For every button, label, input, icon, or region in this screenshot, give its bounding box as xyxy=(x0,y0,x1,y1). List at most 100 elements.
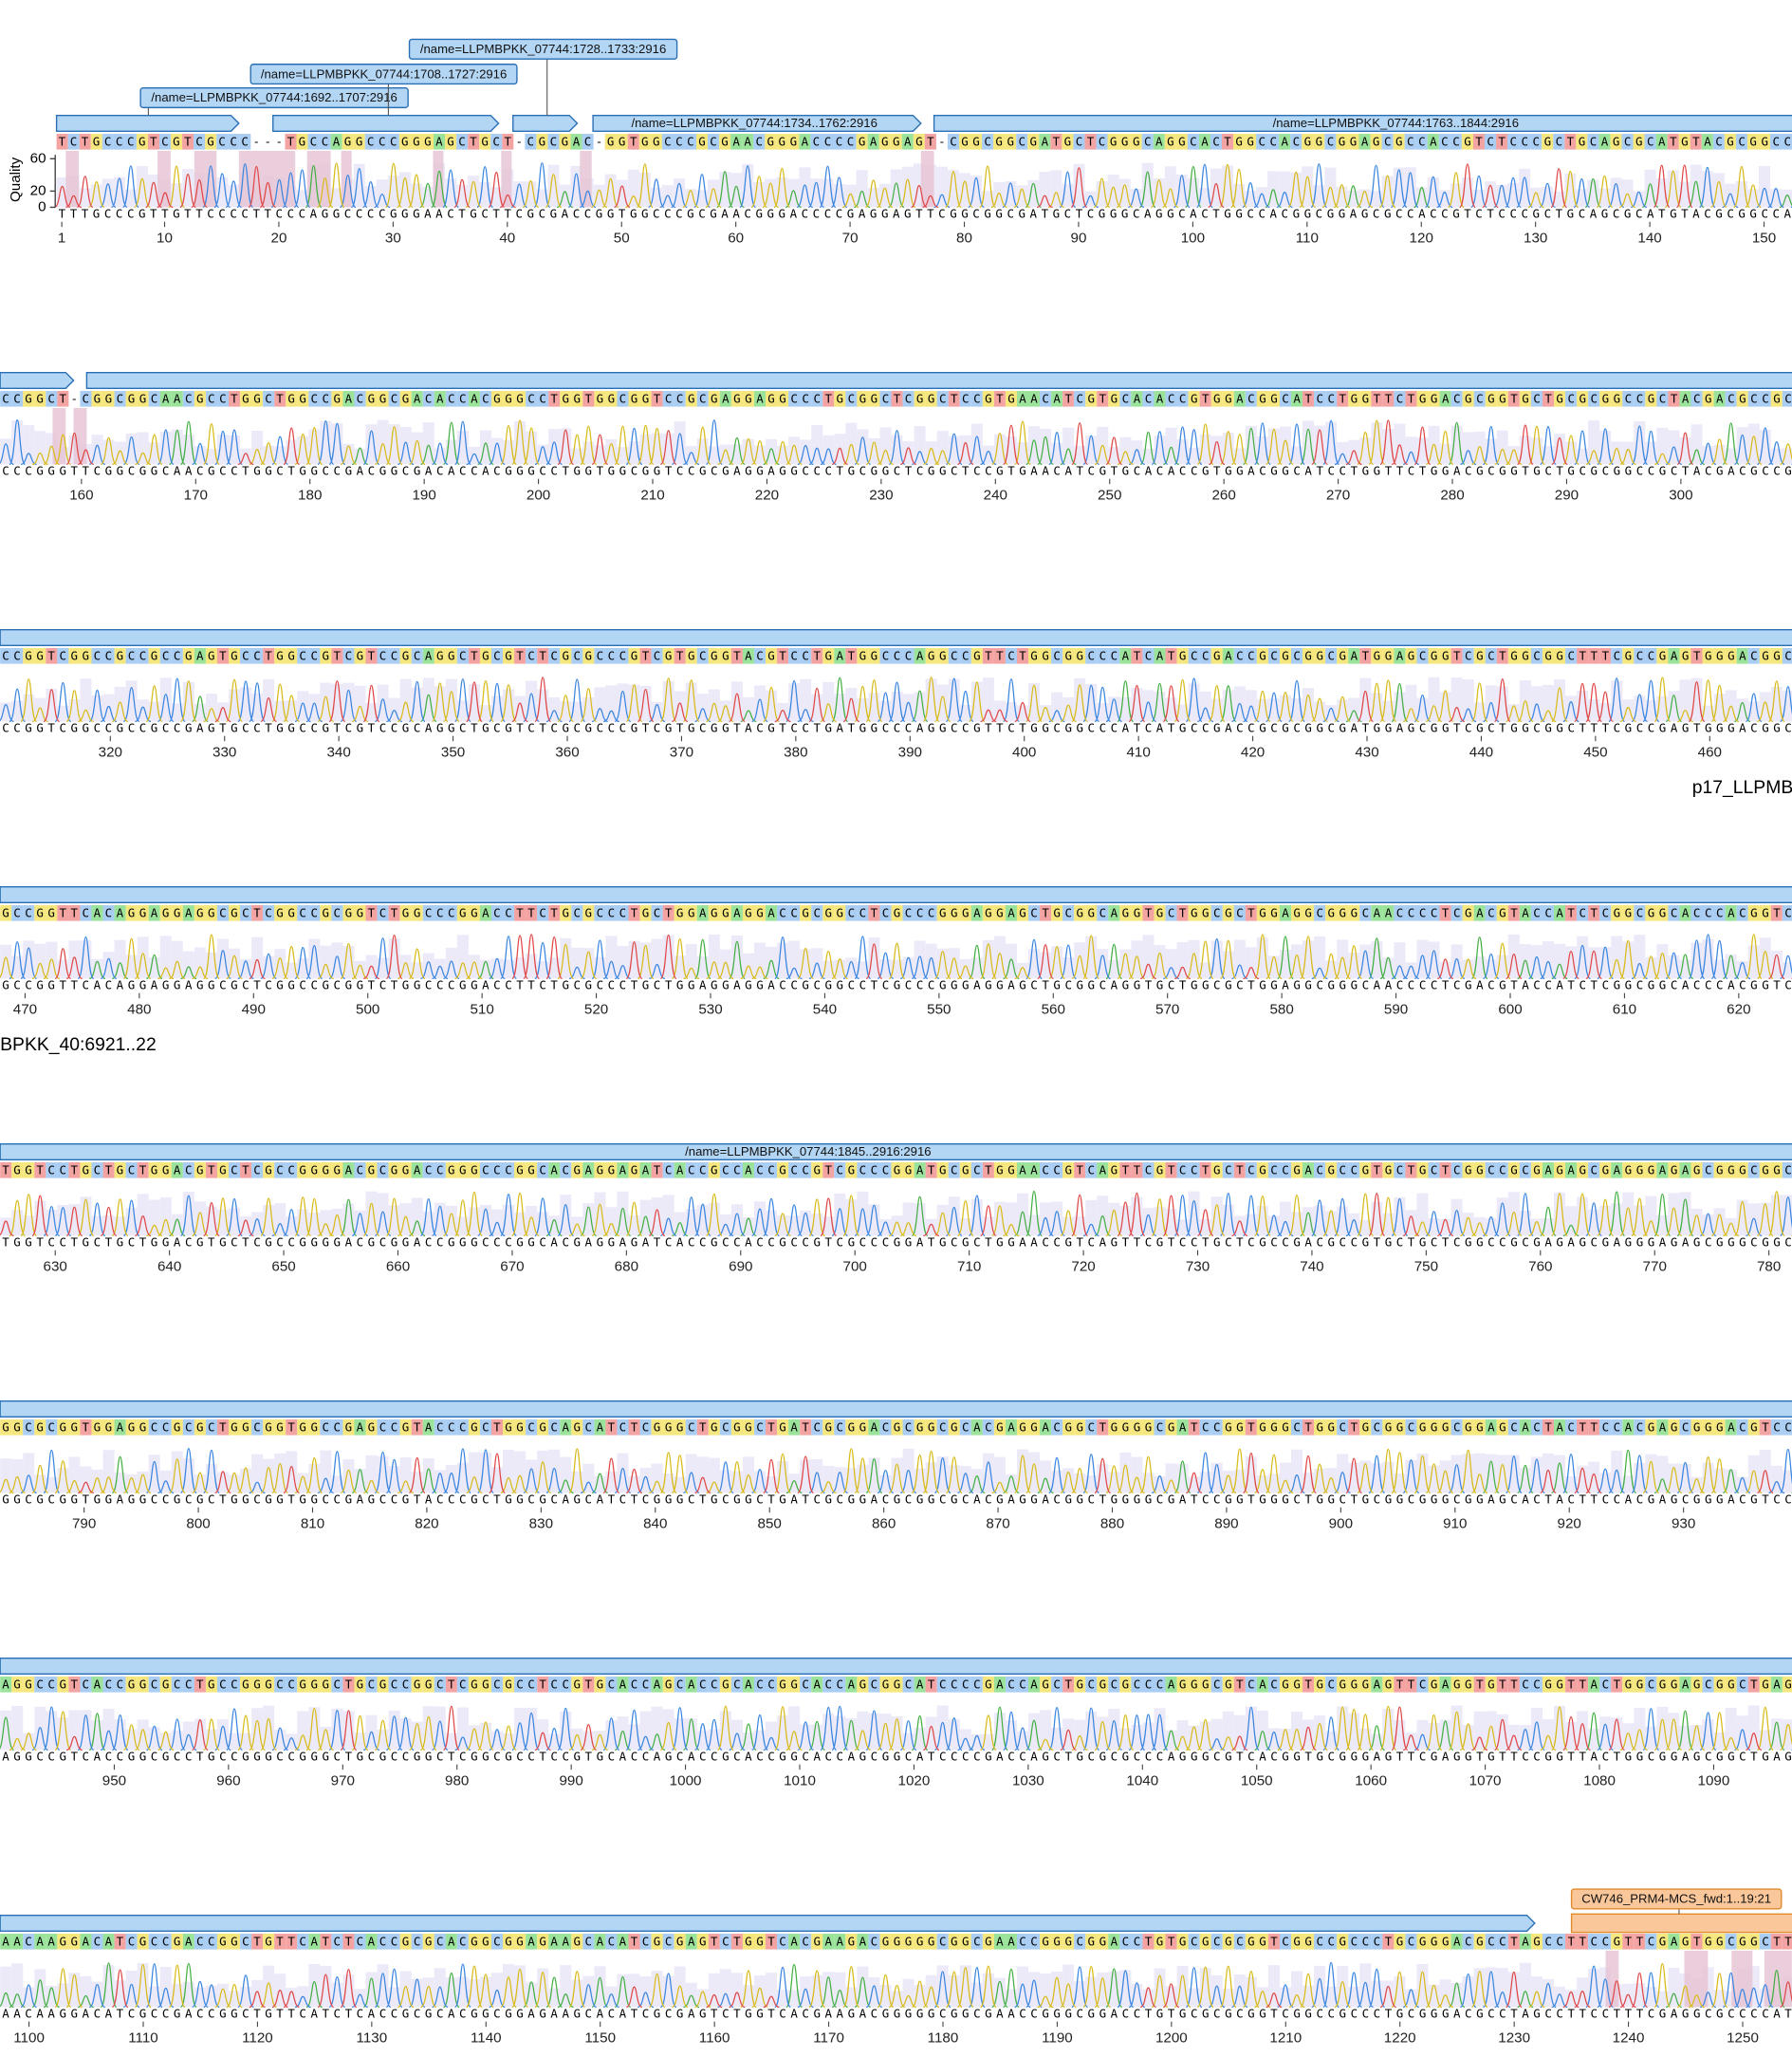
position-label: 950 xyxy=(102,1773,126,1789)
base-cell xyxy=(1188,391,1200,407)
base-cell xyxy=(194,648,206,664)
base-cell xyxy=(730,1162,743,1178)
quality-bar xyxy=(1245,1456,1257,1493)
quality-bar xyxy=(891,435,903,465)
position-label: 150 xyxy=(1752,231,1776,247)
base-cell xyxy=(844,134,857,150)
base-cell xyxy=(959,391,971,407)
base-cell xyxy=(468,1162,480,1178)
base-cell xyxy=(537,391,549,407)
base-cell xyxy=(80,905,92,921)
quality-bar xyxy=(766,1475,778,1493)
base-cell xyxy=(673,134,685,150)
quality-bar xyxy=(1336,186,1348,208)
base-cell xyxy=(1290,905,1303,921)
base-cell xyxy=(1210,1162,1223,1178)
trace xyxy=(192,676,1751,723)
base-cell xyxy=(1040,648,1052,664)
base-cell xyxy=(948,1419,960,1436)
base-cell xyxy=(1371,1162,1383,1178)
quality-bar xyxy=(1782,1195,1792,1236)
quality-bar xyxy=(1028,682,1041,722)
base-cell xyxy=(468,134,480,150)
quality-bar xyxy=(1770,1195,1783,1236)
base-cell xyxy=(102,391,115,407)
base-cell xyxy=(617,391,629,407)
base-cell xyxy=(605,648,618,664)
base-cell xyxy=(286,648,298,664)
quality-bar xyxy=(1702,1214,1714,1236)
quality-bar xyxy=(1634,1205,1646,1236)
quality-bar xyxy=(730,681,743,722)
position-label: 70 xyxy=(842,231,859,247)
quality-bar xyxy=(1314,1205,1326,1236)
quality-bar xyxy=(503,959,515,979)
base-cell xyxy=(1371,391,1383,407)
base-cell xyxy=(1016,134,1028,150)
base-cell xyxy=(125,1419,138,1436)
base-cell xyxy=(1416,905,1429,921)
quality-bar xyxy=(1405,1989,1417,2008)
read-sequence: AACAAGGACATCGCCGACCGGCTGTTCATCTCACCGCGCA… xyxy=(2,2007,1792,2021)
quality-bar xyxy=(23,425,35,465)
base-cell xyxy=(1668,1162,1680,1178)
base-cell xyxy=(1245,905,1257,921)
quality-bar xyxy=(1485,1454,1497,1493)
position-label: 920 xyxy=(1558,1516,1581,1532)
annotation-bar xyxy=(592,114,922,132)
quality-bar xyxy=(1565,1476,1578,1493)
base-cell xyxy=(1176,905,1189,921)
base-cell xyxy=(1245,134,1257,150)
base-cell xyxy=(1759,905,1771,921)
quality-bar xyxy=(331,683,343,722)
base-cell xyxy=(605,1162,618,1178)
quality-bar xyxy=(1314,936,1326,979)
quality-bar xyxy=(1267,1728,1280,1751)
base-cell xyxy=(570,134,582,150)
base-cell xyxy=(1302,905,1315,921)
base-cell xyxy=(1450,905,1463,921)
base-cell xyxy=(604,134,617,150)
quality-bar xyxy=(1668,691,1680,722)
quality-bar xyxy=(1450,1198,1463,1236)
quality-bar xyxy=(91,1719,103,1751)
quality-bar xyxy=(628,684,640,722)
base-cell xyxy=(1142,1162,1155,1178)
quality-bar xyxy=(1507,1972,1520,2008)
quality-bar xyxy=(11,1705,24,1751)
quality-bar xyxy=(68,1203,81,1236)
base-cell xyxy=(1359,648,1372,664)
quality-bar xyxy=(742,438,754,465)
base-cell xyxy=(902,905,914,921)
quality-bar xyxy=(662,1975,674,2008)
quality-bar xyxy=(1702,446,1714,465)
quality-bar xyxy=(730,1204,743,1236)
quality-bar xyxy=(777,942,789,979)
base-cell xyxy=(216,134,229,150)
base-cell xyxy=(1119,905,1132,921)
base-cell xyxy=(1655,134,1668,150)
quality-bar xyxy=(263,1458,275,1493)
quality-bar xyxy=(982,191,994,208)
base-cell xyxy=(833,134,845,150)
position-label: 290 xyxy=(1555,488,1579,504)
base-cell xyxy=(1154,648,1166,664)
base-cell xyxy=(1634,905,1646,921)
quality-bar xyxy=(229,435,241,465)
quality-bar xyxy=(902,694,914,722)
quality-bar xyxy=(1713,959,1726,979)
base-cell xyxy=(742,905,754,921)
base-cell xyxy=(913,134,925,150)
quality-bar xyxy=(1302,166,1314,208)
base-cell xyxy=(685,391,697,407)
quality-bar xyxy=(628,940,640,979)
quality-bar xyxy=(1233,1215,1246,1236)
base-cell xyxy=(1267,1162,1280,1178)
quality-bar xyxy=(1519,168,1531,208)
base-cell xyxy=(1747,1162,1760,1178)
base-cell xyxy=(1371,905,1383,921)
quality-bar xyxy=(1256,1987,1268,2008)
base-cell xyxy=(1337,391,1349,407)
base-cell xyxy=(377,648,389,664)
base-cell xyxy=(651,905,663,921)
